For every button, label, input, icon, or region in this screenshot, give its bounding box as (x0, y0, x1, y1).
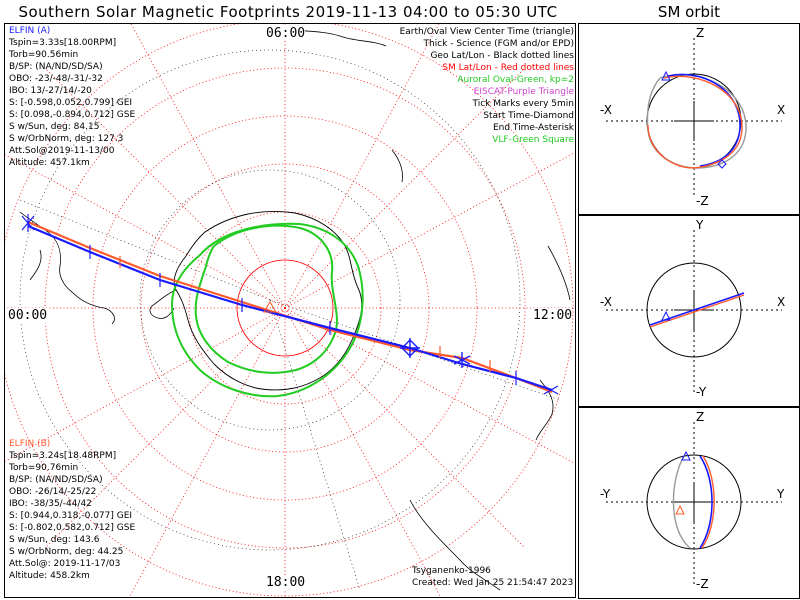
elfin-a-line: Att.Sol@2019-11-13/00 (9, 146, 115, 156)
auroral-oval-inner (194, 224, 338, 374)
orbit-panel-xz-frame (578, 23, 800, 215)
orbit-panel-xy (606, 230, 782, 392)
xy-right-label: X (777, 295, 786, 309)
end-asterisk-icon (21, 214, 559, 395)
orbit-title: SM orbit (657, 3, 721, 21)
geo-grid (19, 49, 561, 591)
elfin-a-line: IBO: 13/-27/14/-20 (9, 86, 92, 96)
legend-item: Thick - Science (FGM and/or EPD) (423, 39, 574, 49)
sm-pole-circle (236, 259, 334, 357)
elfin-b-ticks (119, 256, 491, 372)
elfin-a-line: S: [-0.598,0.052,0.799] GEI (9, 98, 133, 108)
elfin-a-line: B/SP: (NA/ND/SD/SA) (9, 62, 103, 72)
elfin-b-line: OBO: -26/14/-25/22 (9, 487, 97, 497)
australia-coastline (409, 245, 571, 591)
elfin-a-line: OBO: -23/-48/-31/-32 (9, 74, 103, 84)
elfin-b-line: S w/Sun, deg: 143.6 (9, 535, 100, 545)
legend-item: Auroral Oval-Green, kp=2 (457, 75, 574, 85)
footprint-plot-frame (4, 23, 576, 598)
mlt-label-right: 12:00 (533, 308, 573, 323)
xz-left-label: -X (600, 103, 612, 117)
mlt-label-top: 06:00 (266, 26, 306, 41)
yz-right-label: Y (777, 487, 785, 501)
elfin-a-ticks (89, 245, 517, 385)
elfin-b-line: S: [-0.802,0.582,0.712] GSE (9, 523, 136, 533)
elfin-a-line: Altitude: 457.1km (9, 158, 90, 168)
legend-item: VLF-Green Square (492, 135, 574, 145)
xy-bottom-label: -Y (696, 385, 707, 399)
legend-item: Geo Lat/Lon - Black dotted lines (430, 51, 574, 61)
legend-item: Tick Marks every 5min (472, 99, 574, 109)
plot-title: Southern Solar Magnetic Footprints 2019-… (18, 3, 558, 21)
credits: Tsyganenko-1996 Created: Wed Jan 25 21:5… (412, 565, 573, 589)
model-name: Tsyganenko-1996 (412, 566, 491, 576)
yz-top-label: Z (696, 410, 705, 424)
elfin-b-line: Torb=90.76min (9, 463, 79, 473)
yz-bottom-label: -Z (696, 577, 709, 591)
elfin-b-line: Altitude: 458.2km (9, 571, 90, 581)
legend-item: SM Lat/Lon - Red dotted lines (442, 63, 574, 73)
elfin-b-info: ELFIN (B) Tspin=3.24s[18.48RPM] Torb=90.… (9, 438, 135, 582)
legend-item: Earth/Oval View Center Time (triangle) (399, 27, 574, 37)
orbit-panel-yz-frame (578, 407, 800, 599)
view-center-triangle-icon (263, 301, 277, 313)
africa-coastline (279, 27, 403, 183)
start-diamond-icon (400, 338, 420, 358)
mlt-label-bottom: 18:00 (266, 575, 306, 590)
elfin-b-line: IBO: -38/35/-44/42 (9, 499, 92, 509)
elfin-b-line: Tspin=3.24s[18.48RPM] (9, 451, 117, 461)
xz-top-label: Z (696, 26, 705, 40)
legend-item: EISCAT-Purple Triangle (473, 87, 574, 97)
elfin-b-line: S w/OrbNorm, deg: 44.25 (9, 547, 124, 557)
elfin-a-line: Torb=90.56min (9, 50, 79, 60)
elfin-a-name: ELFIN (A) (9, 26, 51, 36)
elfin-b-name: ELFIN (B) (9, 439, 51, 449)
legend-item: End Time-Asterisk (492, 123, 574, 133)
elfin-a-line: Tspin=3.33s[18.00RPM] (9, 38, 117, 48)
xz-right-label: X (777, 103, 786, 117)
elfin-a-info: ELFIN (A) Tspin=3.33s[18.00RPM] Torb=90.… (9, 25, 135, 169)
elfin-b-line: S: [0.944,0.318,-0.077] GEI (9, 511, 133, 521)
elfin-a-line: S w/OrbNorm, deg: 127.3 (9, 134, 124, 144)
yz-left-label: -Y (600, 487, 611, 501)
xy-left-label: -X (600, 295, 612, 309)
auroral-oval-outer (170, 222, 364, 398)
legend: Earth/Oval View Center Time (triangle) T… (400, 26, 574, 146)
end-asterisk-icon (453, 352, 471, 368)
orbit-panel-yz (606, 422, 782, 584)
legend-item: Start Time-Diamond (483, 111, 574, 121)
xy-top-label: Y (696, 218, 704, 232)
elfin-b-line: Att.Sol@: 2019-11-17/03 (9, 559, 121, 569)
xz-bottom-label: -Z (696, 194, 709, 208)
orbit-panel-xz (606, 38, 782, 198)
sm-longitude-grid (5, 24, 575, 597)
elfin-a-line: S w/Sun, deg: 84.15 (9, 122, 100, 132)
elfin-a-line: S: [0.098,-0.894,0.712] GSE (9, 110, 136, 120)
created-timestamp: Created: Wed Jan 25 21:54:47 2023 (412, 578, 574, 588)
elfin-b-line: B/SP: (NA/ND/SD/SA) (9, 475, 103, 485)
mlt-label-left: 00:00 (8, 308, 48, 323)
